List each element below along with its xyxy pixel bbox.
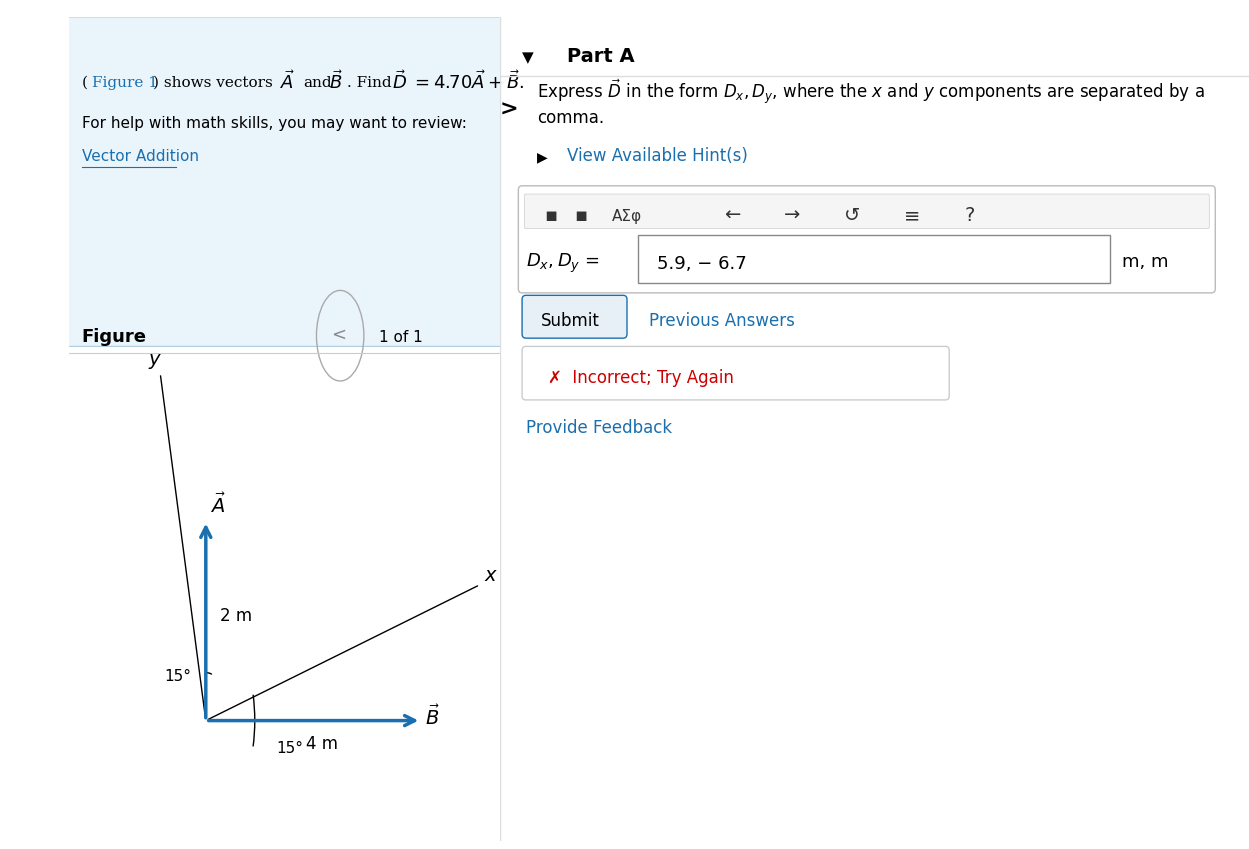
Text: ▪: ▪ (545, 206, 558, 225)
Text: ≡: ≡ (904, 206, 921, 225)
Text: 15°: 15° (165, 669, 191, 683)
Text: 4 m: 4 m (306, 734, 337, 752)
Text: $y$: $y$ (149, 352, 162, 371)
Text: $= 4.70\vec{A}+\vec{B}.$: $= 4.70\vec{A}+\vec{B}.$ (411, 70, 525, 93)
Text: ↺: ↺ (844, 206, 861, 225)
Text: ▶: ▶ (537, 150, 548, 164)
Text: ?: ? (964, 206, 974, 225)
Text: Figure: Figure (81, 329, 146, 346)
Text: View Available Hint(s): View Available Hint(s) (567, 147, 748, 165)
Text: $\vec{D}$: $\vec{D}$ (392, 70, 407, 93)
FancyBboxPatch shape (522, 346, 949, 400)
Text: $\vec{B}$: $\vec{B}$ (330, 70, 343, 93)
Text: Provide Feedback: Provide Feedback (526, 419, 672, 437)
Text: 5.9, − 6.7: 5.9, − 6.7 (657, 255, 747, 273)
Text: Vector Addition: Vector Addition (81, 149, 199, 164)
Text: $x$: $x$ (483, 565, 498, 585)
Text: ΑΣφ: ΑΣφ (612, 209, 642, 224)
Text: ✗  Incorrect; Try Again: ✗ Incorrect; Try Again (548, 369, 734, 387)
Text: ▼: ▼ (522, 50, 533, 65)
Text: >: > (500, 100, 518, 120)
Text: ▪: ▪ (575, 206, 588, 225)
FancyBboxPatch shape (518, 186, 1215, 293)
Text: $\vec{A}$: $\vec{A}$ (210, 492, 226, 517)
Text: <: < (331, 326, 346, 344)
Text: Submit: Submit (541, 312, 600, 329)
Text: m, m: m, m (1122, 253, 1168, 272)
Text: Figure 1: Figure 1 (92, 76, 159, 90)
Text: . Find: . Find (347, 76, 391, 90)
Text: ) shows vectors: ) shows vectors (152, 76, 272, 90)
Text: Part A: Part A (567, 48, 634, 66)
Text: 2 m: 2 m (220, 607, 251, 625)
Text: →: → (784, 206, 801, 225)
Text: $\vec{B}$: $\vec{B}$ (425, 705, 440, 728)
Text: Previous Answers: Previous Answers (649, 312, 796, 329)
FancyBboxPatch shape (522, 295, 627, 338)
FancyBboxPatch shape (525, 194, 1209, 228)
Text: For help with math skills, you may want to review:: For help with math skills, you may want … (81, 116, 466, 131)
Text: (: ( (81, 76, 87, 90)
Text: Express $\vec{D}$ in the form $D_x, D_y$, where the $x$ and $y$ components are s: Express $\vec{D}$ in the form $D_x, D_y$… (537, 77, 1205, 127)
Text: ←: ← (724, 206, 741, 225)
Text: and: and (304, 76, 332, 90)
Text: $\vec{A}$: $\vec{A}$ (280, 70, 295, 93)
Text: $D_x, D_y$ =: $D_x, D_y$ = (526, 252, 600, 275)
Text: 1 of 1: 1 of 1 (378, 330, 422, 346)
FancyBboxPatch shape (60, 17, 508, 346)
Text: 15°: 15° (276, 740, 304, 756)
FancyBboxPatch shape (638, 235, 1110, 283)
